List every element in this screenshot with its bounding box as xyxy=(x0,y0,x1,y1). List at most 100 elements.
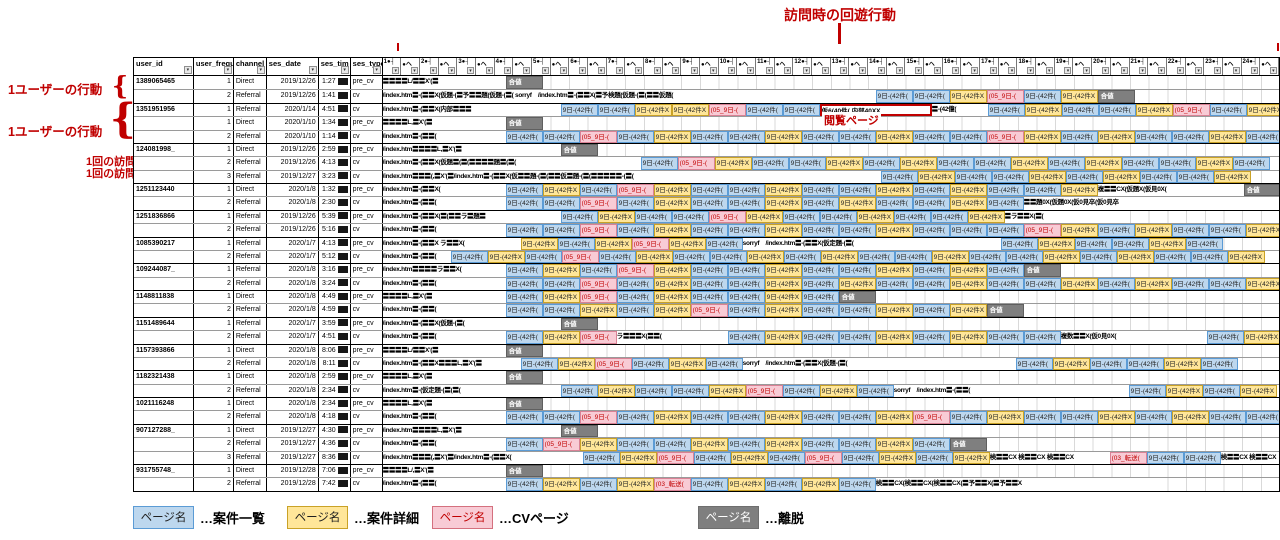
page-cell-list[interactable]: 9日-(42件( xyxy=(1060,411,1098,424)
page-cell-list[interactable]: 9日-(42件( xyxy=(1183,451,1221,464)
page-cell-list[interactable]: 9日-(42件( xyxy=(973,157,1011,170)
page-cell-list[interactable]: 9日-(42件( xyxy=(1089,357,1127,371)
page-cell-detail[interactable]: 9日-(42件X xyxy=(745,210,783,224)
page-cell-detail[interactable]: 9日-(42件X xyxy=(764,331,802,344)
page-cell-detail[interactable]: 9日-(42件X xyxy=(764,438,802,451)
cell-user-frequency[interactable]: 2 xyxy=(194,384,234,397)
page-cell-list[interactable]: 9日-(42件( xyxy=(751,157,789,170)
filter-dropdown-icon[interactable]: ▾ xyxy=(859,67,867,74)
cell-ses-type[interactable]: cv xyxy=(351,197,383,210)
cell-user-frequency[interactable]: 1 xyxy=(194,264,234,277)
page-cell-masked[interactable]: /index.htm〓-(〓〓( xyxy=(382,438,506,451)
page-cell-detail[interactable]: 9日-(42件X xyxy=(1134,224,1172,237)
cell-ses-type[interactable]: pre_cv xyxy=(351,464,383,478)
page-cell-list[interactable]: 9日-(42件( xyxy=(1208,411,1246,424)
cell-channel[interactable]: Direct xyxy=(234,398,267,411)
page-cell-list[interactable]: 9日-(42件( xyxy=(1134,130,1172,143)
page-cell-list[interactable]: 9日-(42件( xyxy=(801,411,839,424)
page-cell-list[interactable]: 9日-(42件( xyxy=(505,478,543,491)
cell-channel[interactable]: Direct xyxy=(234,291,267,304)
page-cell-detail[interactable]: 9日-(42件X xyxy=(1042,250,1080,264)
cell-user-frequency[interactable]: 2 xyxy=(194,304,234,317)
page-cell-list[interactable]: 9日-(42件( xyxy=(727,264,765,277)
cell-ses-date[interactable]: 2020/1/8 xyxy=(267,304,319,317)
page-cell-detail[interactable]: 9日-(42件X xyxy=(986,411,1024,424)
cell-channel[interactable]: Referral xyxy=(234,451,267,464)
page-cell-list[interactable]: 9日-(42件( xyxy=(560,210,598,224)
page-cell-masked[interactable]: 〓〓〓〓L/〓〓X'(〓 xyxy=(382,76,506,90)
cell-ses-time[interactable]: 1:41 xyxy=(319,90,351,103)
page-cell-masked[interactable]: /index.htm〓-(〓〓( xyxy=(382,411,506,424)
page-cell-list[interactable]: 9日-(42件( xyxy=(912,224,950,237)
page-cell-list[interactable]: 9日-(42件( xyxy=(1121,157,1159,170)
page-cell-detail[interactable]: 9日-(42件X xyxy=(668,357,706,371)
cell-channel[interactable]: Referral xyxy=(234,197,267,210)
cell-channel[interactable]: Referral xyxy=(234,224,267,237)
page-cell-detail[interactable]: 9日-(42件X xyxy=(542,478,580,491)
page-cell-masked[interactable]: /index.htm〓-(〓〓( xyxy=(382,478,506,491)
page-cell-list[interactable]: 9日-(42件( xyxy=(705,357,743,371)
cell-ses-date[interactable]: 2020/1/8 xyxy=(267,398,319,411)
page-cell-detail[interactable]: 9日-(42件X xyxy=(949,184,987,197)
page-cell-list[interactable]: 9日-(42件( xyxy=(616,438,654,451)
page-cell-list[interactable]: 9日-(42件( xyxy=(1098,103,1136,117)
page-cell-detail[interactable]: 9日-(42件X xyxy=(949,331,987,344)
cell-ses-date[interactable]: 2020/1/14 xyxy=(267,103,319,117)
page-cell-list[interactable]: 9日-(42件( xyxy=(862,157,900,170)
page-cell-list[interactable]: 9日-(42件( xyxy=(986,224,1024,237)
page-cell-list[interactable]: 9日-(42件( xyxy=(1111,237,1149,250)
page-cell-detail[interactable]: 9日-(42件X xyxy=(714,157,752,170)
page-cell-list[interactable]: 9日-(42件( xyxy=(893,210,931,224)
page-cell-masked[interactable]: 〓〓〓〓L/〓〓X'(〓 xyxy=(382,344,506,357)
page-cell-cv[interactable]: (05_9日-( xyxy=(594,357,632,371)
cell-channel[interactable]: Referral xyxy=(234,317,267,331)
page-cell-masked[interactable]: /index.htm〓-(〓〓( xyxy=(382,304,506,317)
cell-user-frequency[interactable]: 1 xyxy=(194,210,234,224)
page-cell-masked[interactable]: ラ〓〓〓X(〓〓( xyxy=(616,331,728,344)
page-cell-list[interactable]: 9日-(42件( xyxy=(705,237,743,250)
page-cell-list[interactable]: 9日-(42件( xyxy=(727,291,765,304)
page-cell-list[interactable]: 9日-(42件( xyxy=(690,411,728,424)
page-cell-cv[interactable]: (05_9日-( xyxy=(561,250,599,264)
page-cell-detail[interactable]: 9日-(42件X xyxy=(875,304,913,317)
page-cell-masked[interactable]: 〓〓〓〓L,〓X'(〓 xyxy=(382,371,506,384)
cell-ses-time[interactable]: 4:13 xyxy=(319,157,351,170)
page-cell-list[interactable]: 9日-(42件( xyxy=(912,184,950,197)
page-cell-detail[interactable]: 9日-(42件X xyxy=(764,184,802,197)
cell-ses-time[interactable]: 5:39 xyxy=(319,210,351,224)
filter-dropdown-icon[interactable]: ▾ xyxy=(1008,67,1016,74)
page-cell-detail[interactable]: 9日-(42件X xyxy=(875,438,913,451)
cell-user-frequency[interactable]: 1 xyxy=(194,344,234,357)
cell-user-frequency[interactable]: 1 xyxy=(194,237,234,250)
cell-channel[interactable]: Referral xyxy=(234,331,267,344)
page-cell-detail[interactable]: 9日-(42件X xyxy=(579,438,617,451)
page-cell-cv[interactable]: (05_9日-( xyxy=(579,277,617,290)
cell-ses-time[interactable]: 4:13 xyxy=(319,237,351,250)
cell-ses-date[interactable]: 2020/1/8 xyxy=(267,371,319,384)
cell-ses-type[interactable]: cv xyxy=(351,411,383,424)
page-cell-list[interactable]: 9日-(42件( xyxy=(542,197,580,210)
cell-user-id[interactable]: 931755748_ xyxy=(134,464,194,478)
page-cell-cv[interactable]: (05_9日-( xyxy=(616,184,654,197)
cell-ses-date[interactable]: 2020/1/8 xyxy=(267,184,319,197)
page-cell-list[interactable]: 9日-(42件( xyxy=(936,157,974,170)
cell-ses-date[interactable]: 2019/12/26 xyxy=(267,210,319,224)
page-cell-list[interactable]: 9日-(42件( xyxy=(875,90,913,103)
cell-ses-type[interactable]: cv xyxy=(351,130,383,143)
page-cell-detail[interactable]: 9日-(42件X xyxy=(1097,411,1135,424)
cell-ses-time[interactable]: 1:34 xyxy=(319,117,351,130)
cell-channel[interactable]: Referral xyxy=(234,357,267,371)
page-cell-detail[interactable]: 9日-(42件X xyxy=(653,264,691,277)
page-cell-detail[interactable]: 9日-(42件X xyxy=(653,197,691,210)
page-cell-detail[interactable]: 9日-(42件X xyxy=(1134,277,1172,290)
page-cell-list[interactable]: 9日-(42件( xyxy=(1208,224,1246,237)
page-cell-detail[interactable]: 9日-(42件X xyxy=(764,411,802,424)
page-cell-list[interactable]: 9日-(42件( xyxy=(801,184,839,197)
cell-ses-type[interactable]: cv xyxy=(351,451,383,464)
filter-dropdown-icon[interactable]: ▾ xyxy=(877,67,885,74)
page-cell-list[interactable]: 9日-(42件( xyxy=(1153,250,1191,264)
page-cell-detail[interactable]: 9日-(42件X xyxy=(1165,384,1203,397)
page-cell-list[interactable]: 9日-(42件( xyxy=(542,411,580,424)
page-cell-list[interactable]: 9日-(42件( xyxy=(640,157,678,170)
page-cell-masked[interactable]: /index.htm〓〓〓(,〓X'(〓/index.htm〓-(〓〓X(仮〓〓… xyxy=(382,170,881,183)
